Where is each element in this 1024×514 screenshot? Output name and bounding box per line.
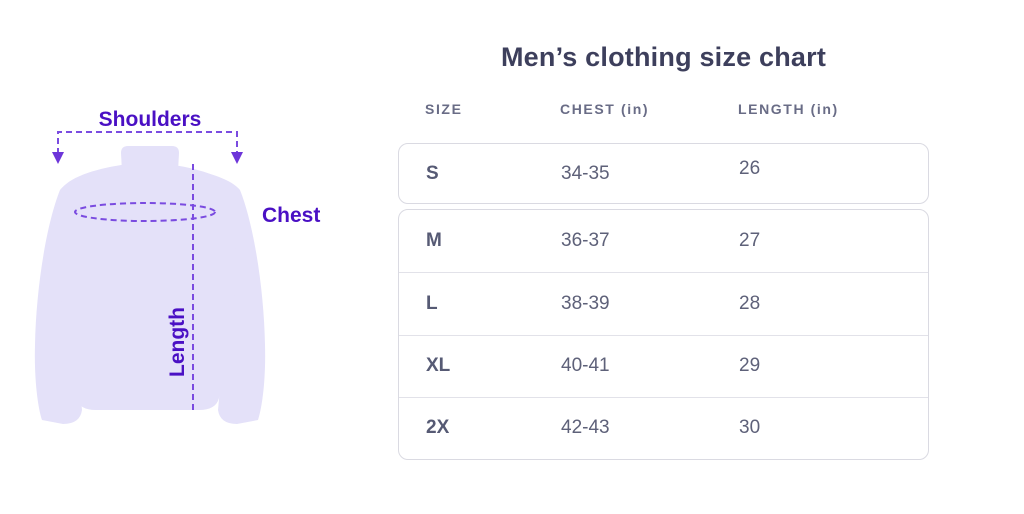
size-rows-card: M 36-37 27 L 38-39 28 XL 40-41 29 2X 42-… [398, 209, 929, 460]
chest-cell: 40-41 [561, 355, 610, 377]
size-cell: M [426, 230, 442, 252]
length-cell: 28 [739, 292, 761, 314]
shirt-measurement-diagram: Shoulders Chest Length [34, 108, 320, 424]
size-row-card-s: S 34-35 26 [398, 143, 929, 204]
table-row: S 34-35 26 [399, 144, 928, 203]
shoulders-label: Shoulders [99, 108, 202, 131]
length-cell: 27 [739, 230, 761, 252]
chest-label: Chest [262, 204, 320, 227]
table-row: 2X 42-43 30 [399, 396, 928, 459]
chest-cell: 42-43 [561, 417, 610, 439]
table-row: L 38-39 28 [399, 272, 928, 334]
shoulders-arrow-right-icon [231, 152, 243, 164]
table-header-row: SIZE CHEST (in) LENGTH (in) [398, 98, 929, 120]
chest-cell: 34-35 [561, 162, 610, 184]
column-header-length: LENGTH (in) [738, 101, 839, 117]
length-cell: 26 [739, 157, 761, 179]
size-cell: 2X [426, 417, 450, 439]
page-title: Men’s clothing size chart [500, 42, 827, 72]
table-row: M 36-37 27 [399, 210, 928, 272]
shirt-collar [121, 146, 179, 172]
size-cell: L [426, 292, 438, 314]
size-cell: XL [426, 355, 451, 377]
length-label: Length [166, 307, 189, 377]
chest-cell: 36-37 [561, 230, 610, 252]
chest-measure-ellipse [74, 202, 216, 222]
length-cell: 30 [739, 417, 761, 439]
shirt-body [59, 164, 236, 410]
size-cell: S [426, 162, 439, 184]
shoulders-measure-line [57, 131, 238, 154]
table-row: XL 40-41 29 [399, 334, 928, 397]
chest-cell: 38-39 [561, 292, 610, 314]
length-cell: 29 [739, 355, 761, 377]
shoulders-arrow-left-icon [52, 152, 64, 164]
column-header-size: SIZE [425, 101, 463, 117]
column-header-chest: CHEST (in) [560, 101, 650, 117]
shirt-illustration [34, 146, 266, 424]
